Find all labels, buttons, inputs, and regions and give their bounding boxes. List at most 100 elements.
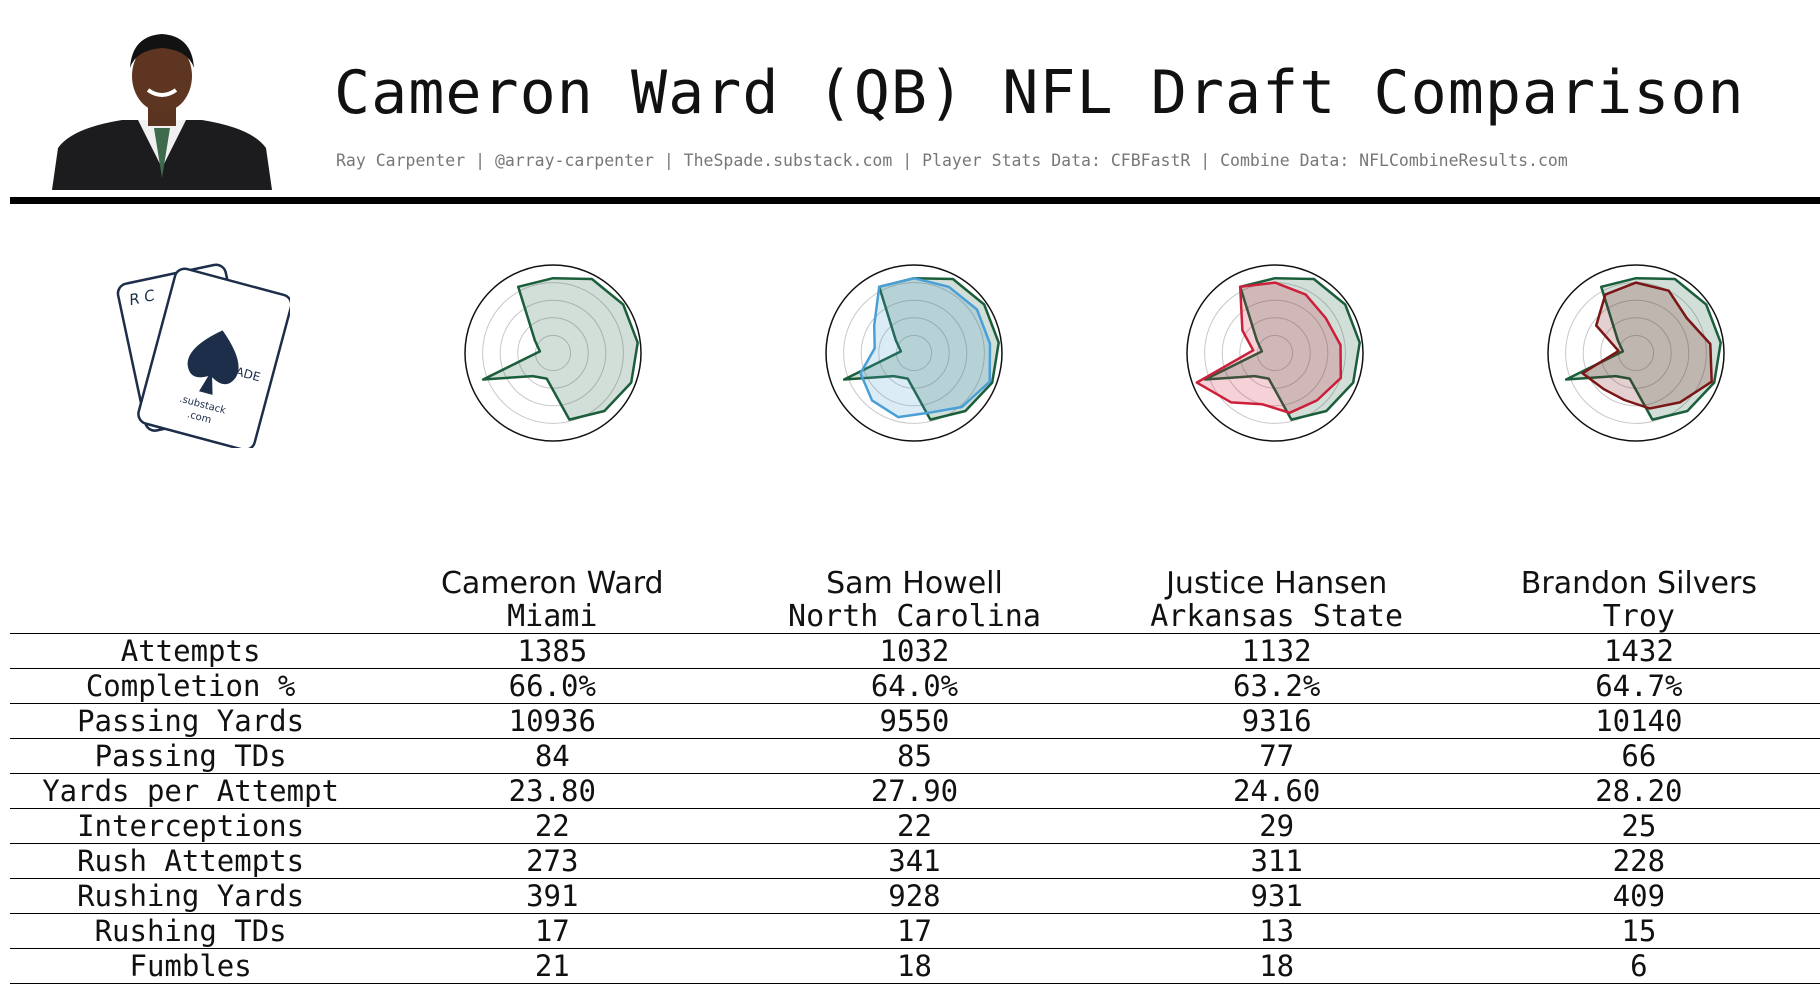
stat-value: 24.60 — [1095, 773, 1458, 809]
stats-table: Cameron Ward Miami Sam Howell North Caroli… — [10, 558, 1820, 984]
player-school: Miami — [507, 599, 598, 634]
stat-value: 17 — [371, 913, 734, 949]
radar-outer-ring — [1186, 264, 1364, 442]
stat-value: 15 — [1457, 913, 1820, 949]
header-corner — [10, 558, 372, 634]
stat-value: 1432 — [1457, 633, 1820, 669]
stat-value: 66.0% — [371, 668, 734, 704]
stat-value: 22 — [733, 808, 1096, 844]
radar-gridline — [843, 282, 985, 424]
radar-series-cameron-ward — [842, 276, 1000, 421]
stat-value: 311 — [1095, 843, 1458, 879]
radar-series-cameron-ward — [481, 276, 639, 421]
radar-outer-ring — [825, 264, 1003, 442]
table-row: Yards per Attempt 23.80 27.90 24.60 28.20 — [10, 773, 1820, 809]
stat-value: 66 — [1457, 738, 1820, 774]
radar-chart-justice-hansen — [1186, 264, 1364, 442]
table-row: Passing Yards 10936 9550 9316 10140 — [10, 703, 1820, 739]
stat-value: 64.7% — [1457, 668, 1820, 704]
stat-value: 25 — [1457, 808, 1820, 844]
player-name: Brandon Silvers — [1520, 566, 1757, 601]
radar-outer-ring — [1547, 264, 1725, 442]
radar-outer-ring — [464, 264, 642, 442]
stat-value: 18 — [733, 948, 1096, 984]
stat-value: 17 — [733, 913, 1096, 949]
stat-value: 273 — [371, 843, 734, 879]
stat-label: Completion % — [10, 668, 372, 704]
stat-label: Fumbles — [10, 948, 372, 984]
table-header-row: Cameron Ward Miami Sam Howell North Caroli… — [10, 558, 1820, 634]
stat-value: 391 — [371, 878, 734, 914]
stat-value: 85 — [733, 738, 1096, 774]
page-title: Cameron Ward (QB) NFL Draft Comparison — [334, 58, 1745, 128]
stat-label: Passing TDs — [10, 738, 372, 774]
stat-value: 228 — [1457, 843, 1820, 879]
radar-series-brandon-silvers — [1581, 281, 1713, 410]
radar-chart-sam-howell — [825, 264, 1003, 442]
radar-gridline — [482, 282, 624, 424]
stat-value: 18 — [1095, 948, 1458, 984]
player-header: Cameron Ward Miami — [371, 558, 734, 634]
table-row: Completion % 66.0% 64.0% 63.2% 64.7% — [10, 668, 1820, 704]
player-school: Troy — [1602, 599, 1675, 634]
radar-gridline — [499, 299, 607, 407]
table-row: Interceptions 22 22 29 25 — [10, 808, 1820, 844]
stat-value: 10936 — [371, 703, 734, 739]
header-divider — [10, 197, 1820, 204]
stat-value: 9316 — [1095, 703, 1458, 739]
radar-series-justice-hansen — [1195, 281, 1343, 415]
stat-value: 21 — [371, 948, 734, 984]
stat-label: Interceptions — [10, 808, 372, 844]
radar-series-sam-howell — [859, 276, 992, 419]
stat-label: Rush Attempts — [10, 843, 372, 879]
stat-label: Passing Yards — [10, 703, 372, 739]
stat-value: 409 — [1457, 878, 1820, 914]
player-header: Brandon Silvers Troy — [1457, 558, 1820, 634]
stat-value: 928 — [733, 878, 1096, 914]
table-row: Fumbles 21 18 18 6 — [10, 948, 1820, 984]
player-school: Arkansas State — [1150, 599, 1404, 634]
stat-value: 341 — [733, 843, 1096, 879]
stat-value: 1132 — [1095, 633, 1458, 669]
radar-gridline — [1221, 299, 1329, 407]
player-school: North Carolina — [788, 599, 1041, 634]
stat-value: 77 — [1095, 738, 1458, 774]
stat-value: 29 — [1095, 808, 1458, 844]
stat-value: 64.0% — [733, 668, 1096, 704]
stat-value: 10140 — [1457, 703, 1820, 739]
stat-value: 27.90 — [733, 773, 1096, 809]
player-name: Sam Howell — [826, 566, 1003, 601]
stat-value: 84 — [371, 738, 734, 774]
stat-value: 23.80 — [371, 773, 734, 809]
stat-value: 931 — [1095, 878, 1458, 914]
player-name: Cameron Ward — [440, 566, 664, 601]
radar-chart-brandon-silvers — [1547, 264, 1725, 442]
stat-value: 1385 — [371, 633, 734, 669]
player-headshot — [52, 28, 272, 190]
stat-label: Rushing Yards — [10, 878, 372, 914]
radar-series-cameron-ward — [1564, 276, 1722, 421]
page-subtitle: Ray Carpenter | @array-carpenter | TheSp… — [336, 151, 1568, 170]
radar-chart-cameron-ward — [464, 264, 642, 442]
radar-gridline — [860, 299, 968, 407]
table-row: Rushing Yards 391 928 931 409 — [10, 878, 1820, 914]
table-row: Passing TDs 84 85 77 66 — [10, 738, 1820, 774]
stat-value: 63.2% — [1095, 668, 1458, 704]
stat-value: 1032 — [733, 633, 1096, 669]
player-header: Justice Hansen Arkansas State — [1095, 558, 1458, 634]
stat-value: 6 — [1457, 948, 1820, 984]
logo-letters-back: R C — [128, 286, 157, 309]
radar-gridline — [1582, 299, 1690, 407]
table-row: Rush Attempts 273 341 311 228 — [10, 843, 1820, 879]
stat-value: 9550 — [733, 703, 1096, 739]
spade-icon — [187, 330, 239, 395]
stat-label: Rushing TDs — [10, 913, 372, 949]
spade-logo: R C THE SPADE .substack .com — [116, 263, 290, 448]
stat-value: 22 — [371, 808, 734, 844]
stat-label: Attempts — [10, 633, 372, 669]
player-header: Sam Howell North Carolina — [733, 558, 1096, 634]
table-row: Attempts 1385 1032 1132 1432 — [10, 633, 1820, 669]
stat-label: Yards per Attempt — [10, 773, 372, 809]
player-name: Justice Hansen — [1166, 566, 1388, 601]
table-row: Rushing TDs 17 17 13 15 — [10, 913, 1820, 949]
